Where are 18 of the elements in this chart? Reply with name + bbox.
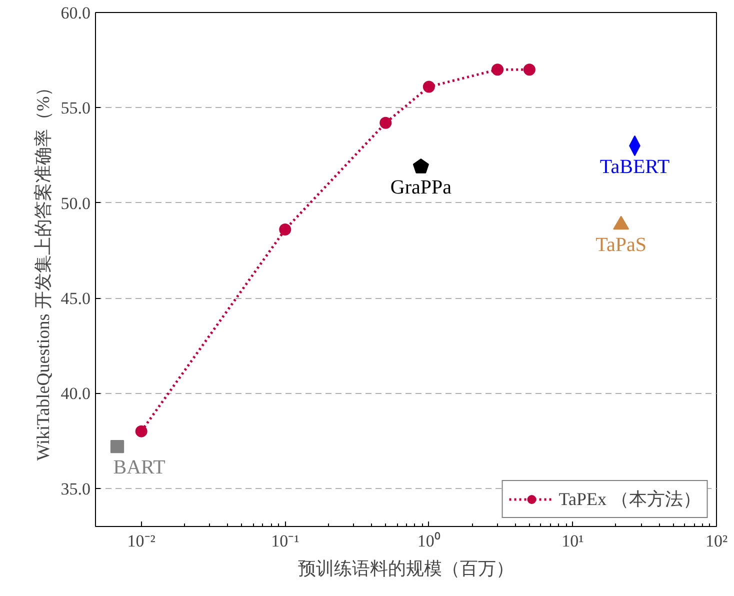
y-axis-title: WikiTableQuestions 开发集上的答案准确率（%） bbox=[32, 78, 53, 461]
x-tick-label: 10¹ bbox=[562, 532, 584, 550]
y-tick-label: 55.0 bbox=[60, 98, 90, 118]
x-tick-label: 10⁰ bbox=[417, 532, 440, 550]
series-label: BART bbox=[113, 456, 166, 479]
x-tick-label: 10⁻² bbox=[127, 532, 156, 550]
y-tick-label: 35.0 bbox=[60, 479, 90, 498]
x-axis-title: 预训练语料的规模（百万） bbox=[298, 558, 514, 578]
y-tick-label: 40.0 bbox=[60, 384, 90, 404]
y-tick-label: 60.0 bbox=[60, 4, 90, 22]
series-label: TaBERT bbox=[600, 156, 670, 178]
y-tick-label: 45.0 bbox=[60, 289, 90, 308]
legend-label: TaPEx （本方法） bbox=[558, 488, 701, 511]
y-tick-label: 50.0 bbox=[60, 194, 90, 213]
series-label: TaPaS bbox=[596, 234, 647, 256]
series-label: GraPPa bbox=[390, 176, 452, 199]
x-tick-label: 10² bbox=[705, 532, 728, 550]
x-tick-label: 10⁻¹ bbox=[271, 532, 300, 550]
